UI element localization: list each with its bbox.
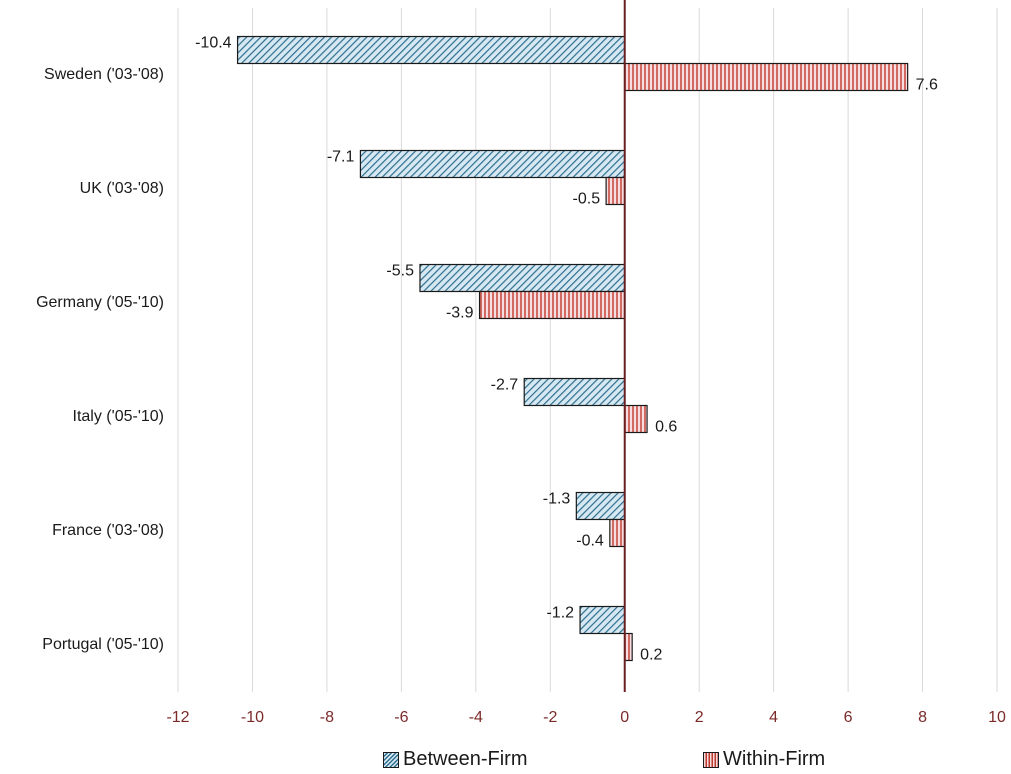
- within-firm-bar: [605, 176, 626, 206]
- legend-item-between-firm: Between-Firm: [383, 748, 527, 771]
- within-firm-bar: [478, 290, 626, 320]
- category-label: Sweden ('03-'08): [44, 66, 164, 83]
- x-tick-label: 10: [988, 709, 1006, 726]
- between-firm-bar: [359, 149, 626, 179]
- between-firm-bar: [579, 605, 626, 635]
- x-tick-label: -10: [241, 709, 264, 726]
- within-firm-bar: [624, 632, 633, 662]
- between-firm-bar: [236, 35, 626, 65]
- between-firm-data-label: -10.4: [195, 35, 232, 52]
- x-tick-label: -6: [394, 709, 408, 726]
- bars: [236, 35, 909, 662]
- between-firm-bar: [523, 377, 626, 407]
- x-tick-label: -2: [543, 709, 557, 726]
- within-firm-data-label: -3.9: [446, 305, 474, 322]
- between-firm-data-label: -2.7: [491, 377, 519, 394]
- x-tick-label: -12: [166, 709, 189, 726]
- x-tick-label: 6: [844, 709, 853, 726]
- legend: Between-Firm Within-Firm: [0, 744, 1011, 772]
- category-label: Italy ('05-'10): [73, 408, 164, 425]
- within-firm-swatch: [703, 751, 719, 768]
- within-firm-data-label: -0.5: [573, 191, 601, 208]
- between-firm-data-label: -1.2: [546, 605, 574, 622]
- x-tick-label: -8: [320, 709, 334, 726]
- legend-label-between-firm: Between-Firm: [403, 748, 528, 770]
- category-label: France ('03-'08): [52, 522, 164, 539]
- between-firm-bar: [419, 263, 626, 293]
- within-firm-bar: [609, 518, 626, 548]
- data-labels: -10.4 7.6 -7.1 -0.5 -5.5 -3.9 -2.7 0.6 -1.3 -0.4 -…: [195, 35, 938, 664]
- x-tick-label: 8: [918, 709, 927, 726]
- gridlines: [177, 8, 998, 692]
- within-firm-bar: [624, 404, 648, 434]
- x-axis: -12 -10 -8 -6 -4 -2 0 2 4 6 8 10: [166, 709, 1006, 726]
- x-tick-label: 4: [769, 709, 778, 726]
- bar-chart: -12 -10 -8 -6 -4 -2 0 2 4 6 8 10 Sweden ('03-'08) UK…: [36, 0, 1006, 726]
- category-label: UK ('03-'08): [80, 180, 164, 197]
- category-label: Portugal ('05-'10): [42, 636, 164, 653]
- within-firm-data-label: 0.6: [655, 419, 677, 436]
- within-firm-bar: [624, 62, 909, 92]
- between-firm-data-label: -7.1: [327, 149, 355, 166]
- between-firm-bar: [575, 491, 626, 521]
- x-tick-label: -4: [469, 709, 483, 726]
- legend-label-within-firm: Within-Firm: [723, 748, 826, 770]
- within-firm-data-label: 7.6: [916, 77, 938, 94]
- y-axis-labels: Sweden ('03-'08) UK ('03-'08) Germany ('05…: [36, 66, 164, 653]
- between-firm-swatch: [383, 751, 399, 768]
- between-firm-data-label: -5.5: [386, 263, 414, 280]
- within-firm-data-label: -0.4: [576, 533, 604, 550]
- x-tick-label: 0: [620, 709, 629, 726]
- between-firm-data-label: -1.3: [543, 491, 571, 508]
- legend-item-within-firm: Within-Firm: [703, 748, 825, 771]
- category-label: Germany ('05-'10): [36, 294, 164, 311]
- within-firm-data-label: 0.2: [640, 647, 662, 664]
- x-tick-label: 2: [695, 709, 704, 726]
